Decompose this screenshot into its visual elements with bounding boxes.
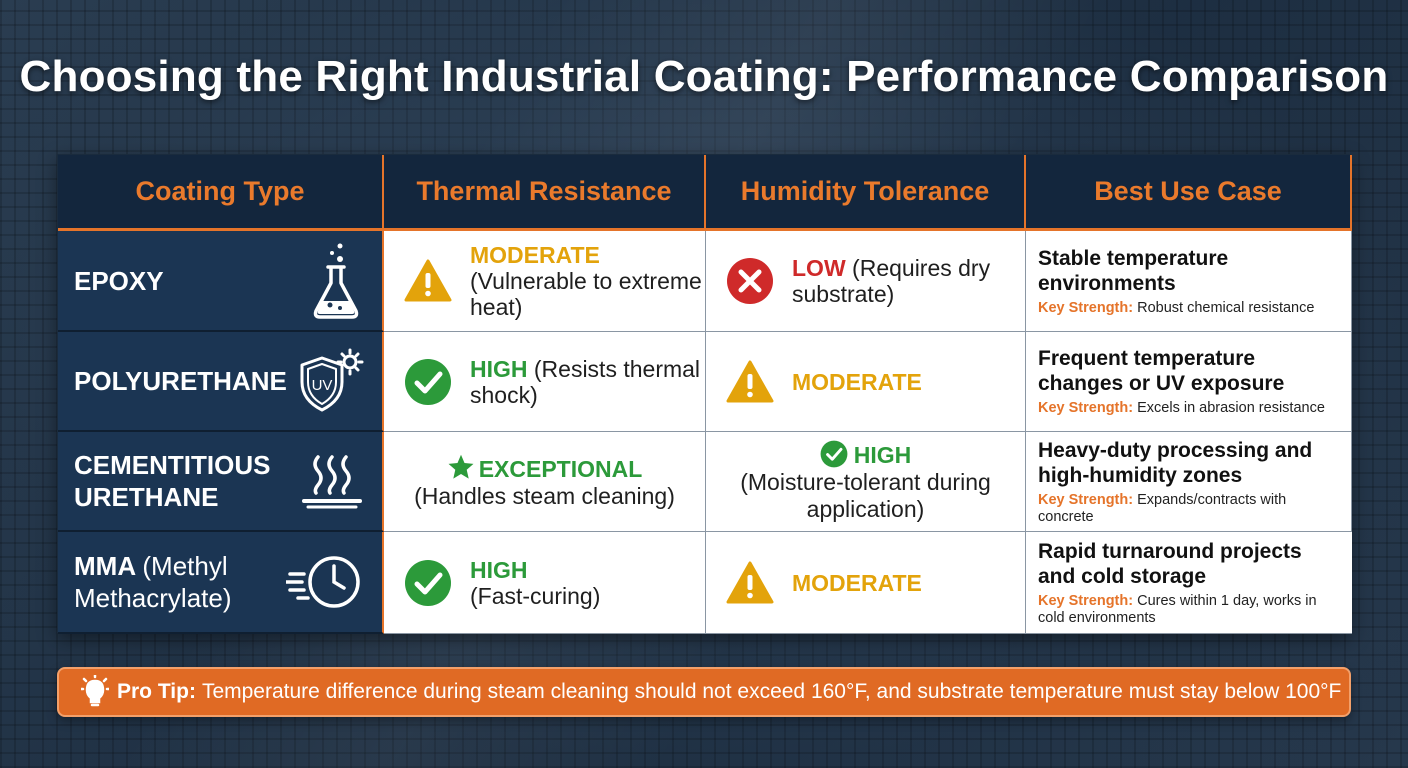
coating-type-polyurethane: POLYURETHANE UV — [58, 332, 384, 432]
use-case-cell: Rapid turnaround projects and cold stora… — [1026, 532, 1352, 634]
coating-name: EPOXY — [74, 265, 164, 296]
rating-level: EXCEPTIONAL — [478, 456, 643, 482]
page-title: Choosing the Right Industrial Coating: P… — [19, 52, 1389, 101]
warning-icon — [726, 360, 774, 402]
use-case-cell: Frequent temperature changes or UV expos… — [1026, 332, 1352, 432]
key-strength-text: Robust chemical resistance — [1137, 299, 1315, 316]
comparison-table: Coating Type Thermal Resistance Humidity… — [57, 154, 1352, 634]
humidity-cell: MODERATE — [706, 332, 1026, 432]
rating-detail: (Fast-curing) — [470, 582, 601, 609]
coating-type-epoxy: EPOXY — [58, 231, 384, 332]
warning-icon — [404, 259, 452, 302]
humidity-cell: MODERATE — [706, 532, 1026, 634]
rating-level: MODERATE — [792, 368, 922, 395]
header-best-use-case: Best Use Case — [1026, 155, 1352, 231]
coating-full-name: (Methyl Methacrylate) — [74, 551, 232, 613]
key-strength-text: Cures within 1 day, works in cold enviro… — [1038, 592, 1317, 626]
rating-level: MODERATE — [470, 242, 600, 268]
key-strength-label: Key Strength: — [1038, 400, 1134, 416]
coating-abbrev: MMA — [74, 551, 136, 581]
rating-level: HIGH — [470, 556, 528, 583]
key-strength-text: Expands/contracts with concrete — [1038, 491, 1287, 525]
coating-name: POLYURETHANE — [74, 366, 287, 396]
check-circle-icon — [405, 358, 451, 405]
uv-shield-icon: UV — [300, 348, 364, 412]
rating-level: HIGH — [853, 442, 912, 468]
use-case-title: Heavy-duty processing and high-humidity … — [1038, 438, 1313, 487]
use-case-title: Stable temperature environments — [1038, 246, 1229, 295]
thermal-cell: HIGH (Resists thermal shock) — [384, 332, 706, 432]
use-case-title: Rapid turnaround projects and cold stora… — [1038, 539, 1302, 588]
header-coating-type: Coating Type — [58, 155, 384, 231]
rating-detail: (Handles steam cleaning) — [414, 483, 675, 509]
check-circle-icon — [820, 440, 848, 468]
pro-tip-banner: Pro Tip: Temperature difference during s… — [57, 667, 1351, 717]
rating-level: LOW — [792, 255, 846, 281]
heat-surface-icon — [302, 455, 362, 509]
humidity-cell: HIGH (Moisture-tolerant during applicati… — [706, 432, 1026, 532]
key-strength-text: Excels in abrasion resistance — [1137, 400, 1325, 416]
fast-clock-icon — [286, 556, 360, 608]
check-circle-icon — [405, 559, 451, 606]
key-strength-label: Key Strength: — [1038, 592, 1134, 609]
coating-type-mma: MMA (Methyl Methacrylate) — [58, 532, 384, 634]
rating-detail: (Moisture-tolerant during application) — [740, 469, 991, 522]
key-strength-label: Key Strength: — [1038, 491, 1134, 508]
rating-level: HIGH — [470, 355, 528, 382]
rating-detail: (Vulnerable to extreme heat) — [470, 268, 702, 320]
use-case-cell: Stable temperature environments Key Stre… — [1026, 231, 1352, 332]
humidity-cell: LOW (Requires dry substrate) — [706, 231, 1026, 332]
lightbulb-icon — [81, 675, 109, 707]
coating-name: MMA (Methyl Methacrylate) — [74, 550, 274, 614]
x-circle-icon — [727, 258, 773, 304]
star-icon — [448, 454, 474, 479]
thermal-cell: HIGH (Fast-curing) — [384, 532, 706, 634]
header-humidity-tolerance: Humidity Tolerance — [706, 155, 1026, 231]
use-case-cell: Heavy-duty processing and high-humidity … — [1026, 432, 1352, 532]
svg-text:UV: UV — [312, 377, 333, 394]
thermal-cell: EXCEPTIONAL (Handles steam cleaning) — [384, 432, 706, 532]
coating-type-cementitious-urethane: CEMENTITIOUS URETHANE — [58, 432, 384, 532]
pro-tip-text: Temperature difference during steam clea… — [201, 680, 1342, 703]
rating-detail: (Resists thermal shock) — [470, 355, 701, 408]
header-thermal-resistance: Thermal Resistance — [384, 155, 706, 231]
use-case-title: Frequent temperature changes or UV expos… — [1038, 347, 1285, 395]
warning-icon — [726, 561, 774, 603]
rating-level: MODERATE — [792, 569, 922, 596]
flask-icon — [313, 243, 359, 319]
thermal-cell: MODERATE (Vulnerable to extreme heat) — [384, 231, 706, 332]
pro-tip-label: Pro Tip: — [117, 680, 196, 703]
coating-name: CEMENTITIOUS URETHANE — [74, 450, 271, 512]
rating-detail: (Requires dry substrate) — [792, 255, 991, 307]
key-strength-label: Key Strength: — [1038, 299, 1134, 316]
